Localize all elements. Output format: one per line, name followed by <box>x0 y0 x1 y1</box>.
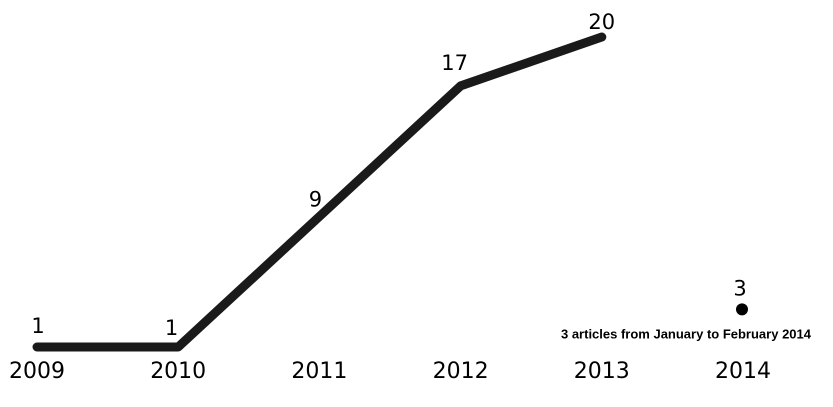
data-label: 9 <box>309 188 322 212</box>
data-label: 20 <box>588 10 615 34</box>
data-point-2014 <box>736 303 748 316</box>
data-label: 1 <box>31 314 44 338</box>
annotation-2014: 3 articles from January to February 2014 <box>561 326 812 341</box>
data-label: 17 <box>441 51 468 75</box>
x-tick-label: 2009 <box>9 359 65 384</box>
x-axis-ticks: 2009 2010 2011 2012 2013 2014 <box>9 359 771 384</box>
x-tick-label: 2011 <box>291 359 347 384</box>
series-line <box>32 32 607 352</box>
x-tick-label: 2013 <box>574 359 630 384</box>
x-tick-label: 2012 <box>433 359 489 384</box>
data-label: 1 <box>165 316 178 340</box>
x-tick-label: 2014 <box>715 359 771 384</box>
series-layer <box>32 32 748 352</box>
data-label-2014: 3 <box>733 276 746 300</box>
data-labels: 1 1 9 17 20 3 3 articles from January to Febru… <box>31 10 811 341</box>
x-tick-label: 2010 <box>150 359 206 384</box>
